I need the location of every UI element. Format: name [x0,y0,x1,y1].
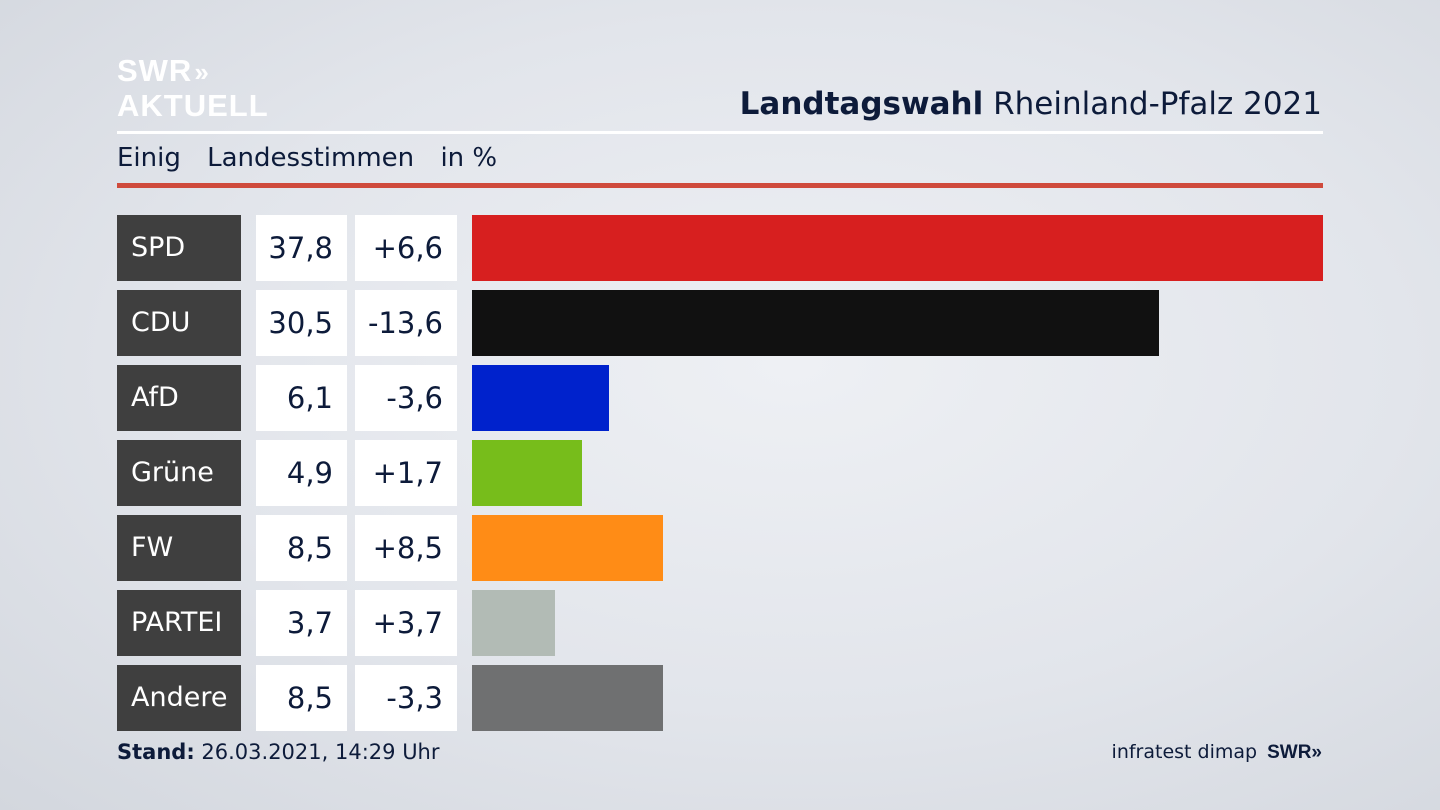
vote-change-value: -13,6 [355,290,457,356]
swr-footer-text: SWR [1267,742,1312,763]
vote-change-value: +6,6 [355,215,457,281]
party-label: FW [117,515,241,581]
logo-aktuell-text: AKTUELL [117,88,269,123]
vote-share-value: 30,5 [256,290,347,356]
party-label: SPD [117,215,241,281]
party-label: CDU [117,290,241,356]
chart-subtitle: Einig Landesstimmen in % [117,143,515,173]
bar [472,515,663,581]
party-label: AfD [117,365,241,431]
timestamp: Stand: 26.03.2021, 14:29 Uhr [117,740,440,764]
header-divider [117,131,1323,134]
bar [472,590,555,656]
title-bold: Landtagswahl [739,86,984,122]
subtitle-unit: in % [440,143,498,173]
bar [472,665,663,731]
chart-row: Grüne 4,9 +1,7 [0,440,1440,506]
accent-divider [117,183,1323,188]
swr-footer-logo: SWR» [1267,742,1322,763]
vote-change-value: +8,5 [355,515,457,581]
vote-share-value: 4,9 [256,440,347,506]
vote-share-value: 8,5 [256,515,347,581]
chart-row: CDU 30,5 -13,6 [0,290,1440,356]
source-name: infratest dimap [1111,741,1258,763]
chart-row: Andere 8,5 -3,3 [0,665,1440,731]
chart-row: PARTEI 3,7 +3,7 [0,590,1440,656]
party-label: Grüne [117,440,241,506]
bar [472,365,609,431]
chart-row: SPD 37,8 +6,6 [0,215,1440,281]
vote-share-value: 6,1 [256,365,347,431]
source-credit: infratest dimap SWR» [1112,741,1322,764]
vote-change-value: -3,6 [355,365,457,431]
chevrons-icon: » [1311,742,1322,763]
bar [472,440,582,506]
party-label: PARTEI [117,590,241,656]
vote-change-value: -3,3 [355,665,457,731]
vote-change-value: +1,7 [355,440,457,506]
vote-share-value: 37,8 [256,215,347,281]
stand-label: Stand: [117,740,195,764]
swr-aktuell-logo: SWR» AKTUELL [117,54,269,122]
party-label: Andere [117,665,241,731]
chart-row: AfD 6,1 -3,6 [0,365,1440,431]
bar [472,215,1323,281]
chart-row: FW 8,5 +8,5 [0,515,1440,581]
subtitle-area: Einig [117,143,181,173]
vote-share-value: 8,5 [256,665,347,731]
page-title: Landtagswahl Rheinland-Pfalz 2021 [740,86,1322,122]
bar [472,290,1159,356]
stand-value: 26.03.2021, 14:29 Uhr [201,740,440,764]
vote-change-value: +3,7 [355,590,457,656]
vote-share-value: 3,7 [256,590,347,656]
title-rest: Rheinland-Pfalz 2021 [993,86,1322,122]
logo-swr-text: SWR [117,53,193,88]
subtitle-metric: Landesstimmen [207,143,415,173]
